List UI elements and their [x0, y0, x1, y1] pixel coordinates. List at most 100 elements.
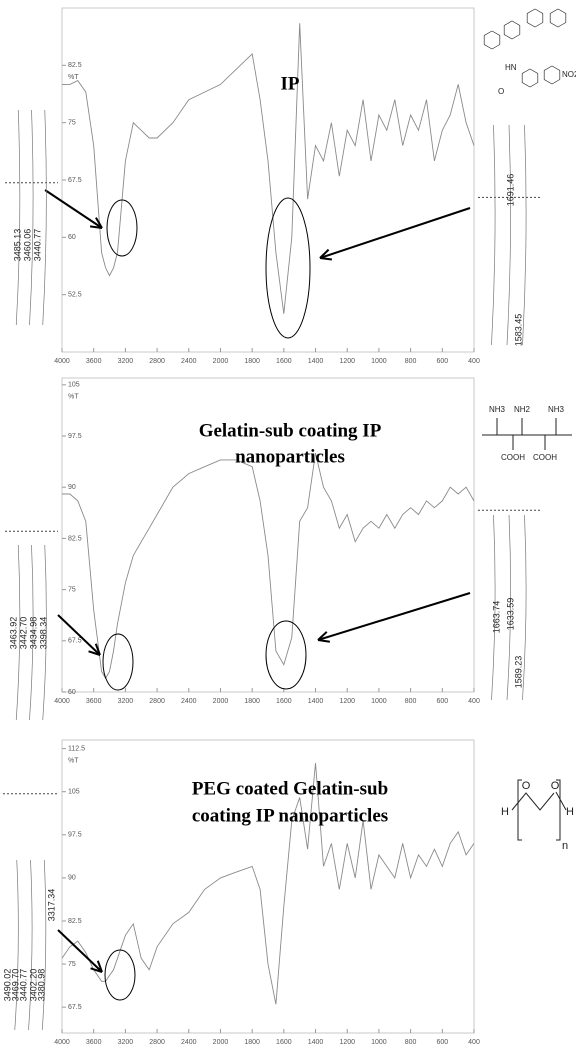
x-tick-label: 600 [436, 358, 448, 365]
spectrum-line [62, 453, 474, 678]
y-tick-label: 90 [68, 875, 76, 882]
y-axis-label: %T [68, 757, 79, 764]
inset-left-trace [30, 110, 34, 325]
y-tick-label: 75 [68, 961, 76, 968]
peak-label: 1633.59 [505, 598, 515, 631]
peak-label: 3398.34 [38, 617, 48, 650]
structure-label: COOH [501, 453, 525, 462]
y-tick-label: 90 [68, 484, 76, 491]
inset-right-trace [507, 125, 511, 345]
inset-right-trace [492, 125, 496, 345]
x-tick-label: 1800 [244, 698, 260, 705]
y-tick-label: 60 [68, 234, 76, 241]
peak-label: 3440.77 [18, 969, 28, 1002]
y-tick-label: 105 [68, 382, 80, 389]
structure-label: NH2 [514, 405, 531, 414]
y-tick-label: 67.5 [68, 177, 82, 184]
x-tick-label: 800 [405, 698, 417, 705]
peak-label: 3434.98 [28, 617, 38, 650]
highlight-ellipse [266, 198, 310, 338]
spectrum-line [62, 23, 474, 314]
peak-label: 3460.06 [22, 229, 32, 262]
arrow-head [318, 640, 330, 642]
y-tick-label: 97.5 [68, 832, 82, 839]
inset-left-trace [16, 110, 20, 325]
x-tick-label: 2800 [149, 358, 165, 365]
y-tick-label: 112.5 [68, 745, 85, 752]
arrow [58, 930, 102, 972]
x-tick-label: 4000 [54, 1039, 70, 1046]
y-tick-label: 67.5 [68, 1004, 82, 1011]
y-axis-label: %T [68, 74, 79, 81]
highlight-ellipse [103, 634, 133, 690]
structure-label: NH3 [548, 405, 565, 414]
y-tick-label: 67.5 [68, 638, 82, 645]
inset-right-trace [523, 125, 527, 345]
panel-title: Gelatin-sub coating IP [199, 420, 382, 441]
x-tick-label: 400 [468, 698, 480, 705]
peak-label: 3440.77 [32, 229, 42, 262]
structure-label: O [498, 87, 504, 96]
x-tick-label: 2800 [149, 698, 165, 705]
structure-label: H [566, 806, 574, 818]
y-tick-label: 82.5 [68, 918, 82, 925]
structure-ring [484, 31, 500, 49]
x-tick-label: 800 [405, 358, 417, 365]
x-tick-label: 4000 [54, 358, 70, 365]
x-tick-label: 1800 [244, 1039, 260, 1046]
peak-label: 3463.92 [8, 617, 18, 650]
panel: 6067.57582.59097.5105%T40003600320028002… [5, 378, 572, 720]
x-tick-label: 2000 [213, 698, 229, 705]
peak-label: 1663.74 [491, 601, 501, 634]
peak-label: 3380.98 [36, 969, 46, 1002]
x-tick-label: 3200 [118, 358, 134, 365]
y-tick-label: 75 [68, 120, 76, 127]
y-tick-label: 105 [68, 789, 80, 796]
y-tick-label: 75 [68, 586, 76, 593]
panel-title: nanoparticles [235, 446, 345, 467]
peak-label: 3442.70 [18, 617, 28, 650]
y-tick-label: 97.5 [68, 433, 82, 440]
x-tick-label: 1400 [308, 358, 324, 365]
x-tick-label: 1600 [276, 698, 292, 705]
x-tick-label: 1600 [276, 358, 292, 365]
panel: 67.5 75 82.5 90 97.5 105 112.5 %T 4000 3600 3200 28… [2, 740, 574, 1046]
x-tick-label: 4000 [54, 698, 70, 705]
inset-left-trace [15, 860, 19, 1030]
peak-label: 1589.23 [513, 656, 523, 689]
highlight-ellipse [107, 200, 137, 256]
x-tick-label: 2400 [181, 1039, 197, 1046]
arrow [320, 208, 470, 258]
panel-title: IP [281, 73, 300, 94]
structure-label: NH3 [489, 405, 506, 414]
x-tick-label: 3600 [86, 358, 102, 365]
x-tick-label: 3600 [86, 1039, 102, 1046]
structure-label: HN [505, 63, 517, 72]
x-tick-label: 1800 [244, 358, 260, 365]
structure-ring [504, 21, 520, 39]
x-tick-label: 2400 [181, 698, 197, 705]
inset-left-trace [29, 860, 33, 1030]
arrow-head [320, 258, 332, 260]
structure-ring [522, 69, 538, 87]
x-tick-label: 1600 [276, 1039, 292, 1046]
arrow [58, 615, 100, 655]
x-tick-label: 1400 [308, 698, 324, 705]
x-tick-label: 600 [436, 698, 448, 705]
x-tick-label: 3200 [118, 1039, 134, 1046]
x-tick-label: 1200 [339, 358, 355, 365]
x-tick-label: 2000 [213, 1039, 229, 1046]
x-tick-label: 600 [436, 1039, 448, 1046]
structure-label: COOH [533, 453, 557, 462]
x-tick-label: 1000 [371, 1039, 387, 1046]
x-tick-label: 2800 [149, 1039, 165, 1046]
y-tick-label: 82.5 [68, 535, 82, 542]
panel: 52.56067.57582.5%T4000360032002800240020… [5, 8, 576, 365]
structure-ring [544, 66, 560, 84]
y-tick-label: 60 [68, 689, 76, 696]
x-tick-label: 800 [405, 1039, 417, 1046]
x-tick-label: 3200 [118, 698, 134, 705]
x-tick-label: 1000 [371, 358, 387, 365]
panel-title: coating IP nanoparticles [192, 805, 388, 826]
inset-left-trace [42, 860, 46, 1030]
